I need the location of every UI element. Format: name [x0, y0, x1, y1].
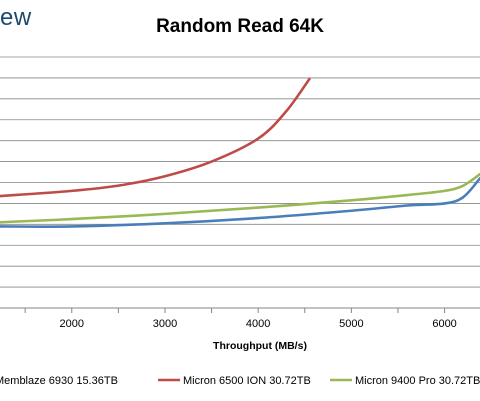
gridlines	[0, 56, 480, 288]
series-line-2	[0, 77, 311, 198]
legend: Memblaze 6930 15.36TB Micron 6500 ION 30.…	[0, 375, 480, 387]
axes	[0, 307, 480, 313]
x-tick-label: 4000	[246, 318, 270, 330]
x-tick-label: 2000	[60, 318, 84, 330]
x-tick-label: 6000	[432, 318, 456, 330]
legend-label: Micron 6500 ION 30.72TB	[183, 375, 311, 387]
legend-item: Memblaze 6930 15.36TB	[0, 375, 118, 387]
legend-item: Micron 6500 ION 30.72TB	[158, 375, 311, 387]
x-axis-label: Throughput (MB/s)	[213, 340, 307, 352]
brand-logo: ew	[0, 4, 32, 31]
legend-label: Memblaze 6930 15.36TB	[0, 375, 118, 387]
legend-label: Micron 9400 Pro 30.72TB	[355, 375, 480, 387]
x-tick-labels: 2000 3000 4000 5000 6000	[60, 318, 457, 330]
x-tick-label: 3000	[153, 318, 177, 330]
series-line-1	[0, 177, 480, 228]
series-lines	[0, 77, 480, 228]
legend-item: Micron 9400 Pro 30.72TB	[330, 375, 480, 387]
chart-title: Random Read 64K	[156, 16, 324, 37]
series-line-3	[0, 172, 480, 224]
x-tick-label: 5000	[339, 318, 363, 330]
